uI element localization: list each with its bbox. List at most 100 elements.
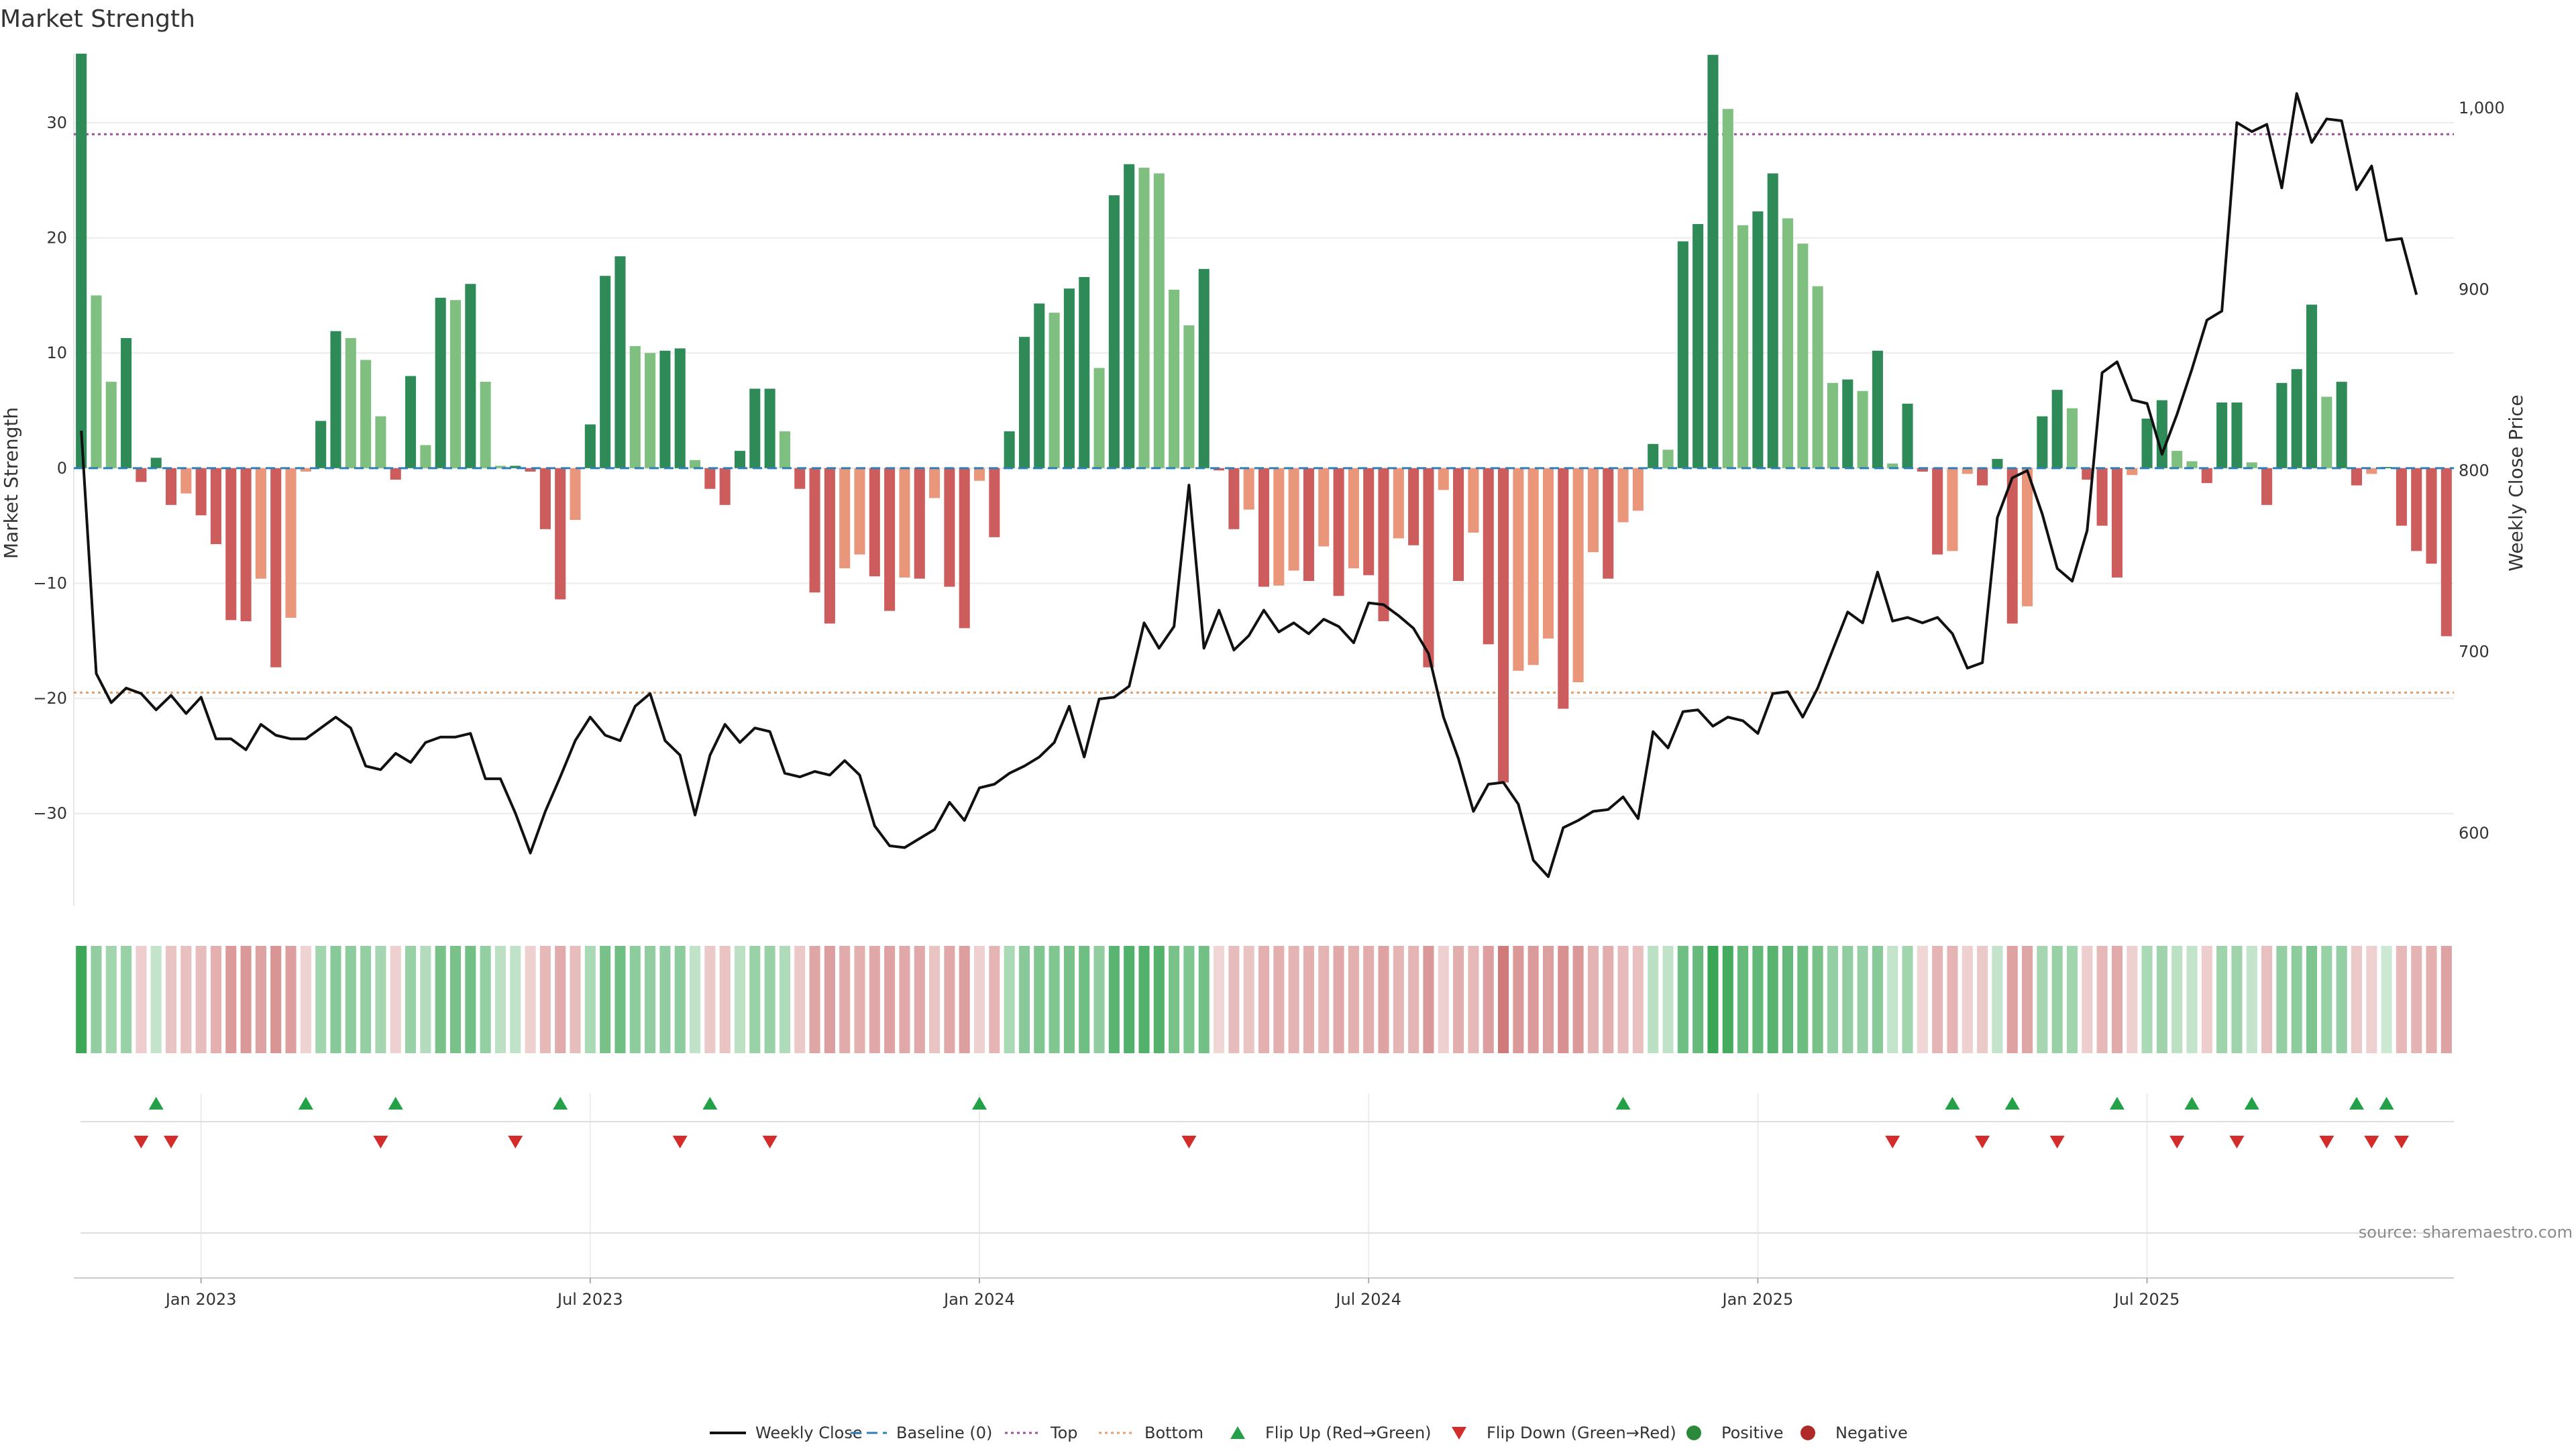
strength-bar xyxy=(1648,443,1659,468)
strip-cell xyxy=(1214,946,1225,1053)
flip-down-marker xyxy=(2364,1136,2379,1148)
strength-bar xyxy=(690,460,701,468)
strength-bar xyxy=(854,468,865,555)
strength-bar xyxy=(1423,468,1434,667)
strength-bar xyxy=(330,331,341,468)
y-tick-label: 20 xyxy=(46,229,67,248)
strip-cell xyxy=(2396,946,2407,1053)
strip-cell xyxy=(1632,946,1644,1053)
strength-bar xyxy=(166,468,177,505)
strip-cell xyxy=(1797,946,1809,1053)
strip-cell xyxy=(1648,946,1659,1053)
strip-cell xyxy=(1962,946,1973,1053)
strip-cell xyxy=(2366,946,2377,1053)
strip-cell xyxy=(674,946,686,1053)
flip-up-marker xyxy=(1945,1097,1960,1110)
strip-cell xyxy=(929,946,941,1053)
y-tick-label: −30 xyxy=(33,804,67,823)
strength-bar xyxy=(2216,402,2228,468)
y-tick-label: −20 xyxy=(33,689,67,708)
strip-cell xyxy=(2426,946,2437,1053)
strength-bar xyxy=(1917,468,1928,472)
strip-cell xyxy=(600,946,611,1053)
strength-bar xyxy=(1228,468,1240,529)
flip-up-marker xyxy=(148,1097,164,1110)
strength-bar xyxy=(1887,463,1898,468)
strip-cell xyxy=(1887,946,1898,1053)
weekly-close-line xyxy=(80,92,2418,878)
strip-cell xyxy=(1124,946,1135,1053)
strip-cell xyxy=(2022,946,2033,1053)
legend-item: Weekly Close xyxy=(710,1424,863,1442)
strip-cell xyxy=(240,946,252,1053)
legend-label: Weekly Close xyxy=(755,1424,863,1442)
strip-cell xyxy=(1258,946,1270,1053)
strength-bar xyxy=(914,468,925,579)
y2-tick-label: 700 xyxy=(2459,643,2489,661)
strip-cell xyxy=(1348,946,1359,1053)
strip-cell xyxy=(2186,946,2198,1053)
strength-bar xyxy=(764,388,775,468)
strip-cell xyxy=(1333,946,1344,1053)
strip-cell xyxy=(1093,946,1105,1053)
strip-cell xyxy=(210,946,222,1053)
flip-down-marker xyxy=(1975,1136,1990,1148)
strength-bar xyxy=(659,350,671,468)
strength-bar xyxy=(1004,431,1015,468)
strength-bar xyxy=(1752,211,1764,468)
strip-cell xyxy=(2216,946,2228,1053)
flip-down-marker xyxy=(164,1136,179,1148)
strength-bar xyxy=(375,416,386,468)
strength-bar xyxy=(704,468,716,489)
strength-bar xyxy=(1558,468,1569,709)
strength-bar xyxy=(1693,224,1704,468)
strength-bar xyxy=(1782,218,1794,468)
strip-cell xyxy=(76,946,87,1053)
legend-item: Flip Down (Green→Red) xyxy=(1452,1424,1676,1442)
strip-cell xyxy=(809,946,820,1053)
y-tick-label: −10 xyxy=(33,574,67,592)
strip-cell xyxy=(645,946,656,1053)
strength-bar xyxy=(899,468,910,578)
strength-bar xyxy=(150,458,162,468)
strip-cell xyxy=(973,946,985,1053)
strip-cell xyxy=(2291,946,2302,1053)
strip-cell xyxy=(2321,946,2332,1053)
strength-bar xyxy=(2291,369,2302,468)
strength-bar xyxy=(449,300,462,468)
y-axis-left-ticks: 30 20 10 0 −10 −20 −30 xyxy=(33,113,67,823)
strength-bar xyxy=(794,468,806,489)
strip-cell xyxy=(2127,946,2138,1053)
strip-cell xyxy=(2156,946,2167,1053)
strength-bar xyxy=(510,466,521,468)
strip-cell xyxy=(1034,946,1045,1053)
strip-cell xyxy=(1153,946,1165,1053)
strength-bar xyxy=(1348,468,1359,569)
strength-bar xyxy=(225,468,237,621)
strip-cell xyxy=(2111,946,2123,1053)
strength-bar xyxy=(749,388,761,468)
strength-bar xyxy=(1722,109,1733,468)
strip-cell xyxy=(1079,946,1090,1053)
strength-bar xyxy=(1363,468,1375,576)
strip-cell xyxy=(1812,946,1823,1053)
strength-bar xyxy=(809,468,820,593)
strip-cell xyxy=(166,946,177,1053)
strength-bar xyxy=(1318,468,1330,547)
strip-cell xyxy=(255,946,266,1053)
strip-cell xyxy=(449,946,462,1053)
strength-bar xyxy=(2156,400,2167,468)
strip-cell xyxy=(2440,946,2452,1053)
flip-up-marker xyxy=(972,1097,987,1110)
strength-bar xyxy=(435,297,446,468)
strength-bar xyxy=(1408,468,1419,545)
legend-down-triangle-icon xyxy=(1452,1427,1466,1440)
strength-bar xyxy=(2141,419,2153,468)
strip-cell xyxy=(690,946,701,1053)
strength-bar xyxy=(570,468,581,521)
flip-up-marker xyxy=(702,1097,718,1110)
strength-bar xyxy=(1587,468,1599,553)
strength-bar xyxy=(195,468,207,516)
y2-tick-label: 800 xyxy=(2459,461,2489,480)
strip-cell xyxy=(1782,946,1794,1053)
